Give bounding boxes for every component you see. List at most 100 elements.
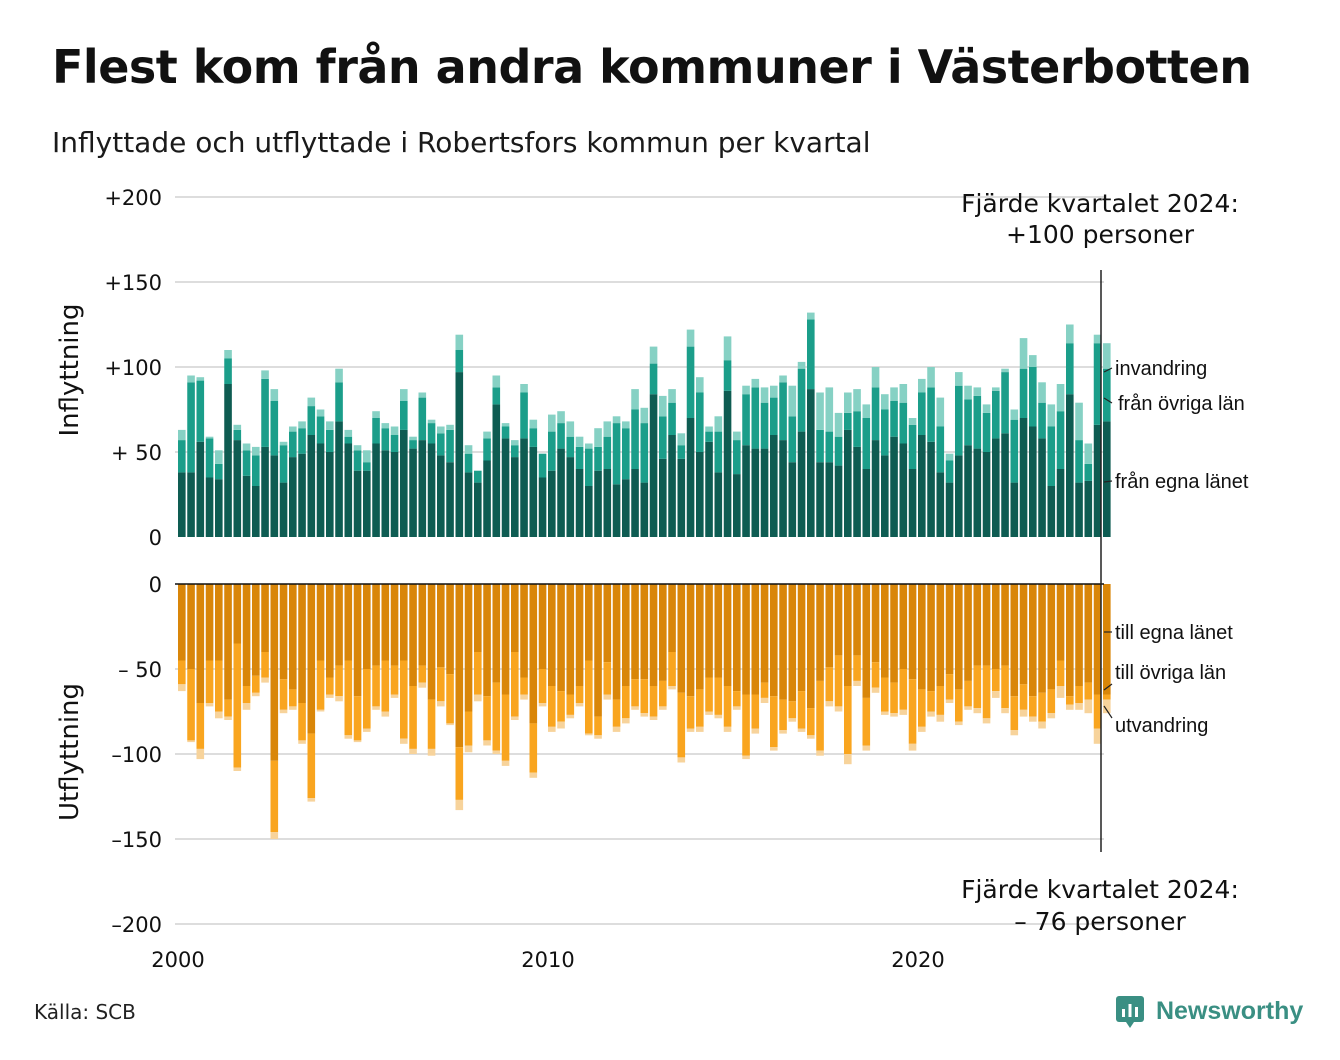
bar-outflow-emigration: [918, 726, 926, 732]
bar-outflow-other-counties: [659, 680, 667, 707]
bar-inflow-own-county: [511, 457, 519, 537]
bar-inflow-own-county: [686, 418, 695, 537]
bar-outflow-emigration: [187, 740, 195, 743]
bar-inflow-other-counties: [1056, 411, 1065, 469]
bar-outflow-own-county: [945, 584, 954, 675]
bar-outflow-emigration: [594, 735, 602, 739]
source-note: Källa: SCB: [34, 1000, 136, 1024]
bar-outflow-own-county: [270, 584, 279, 761]
label-utvandring: utvandring: [1115, 715, 1208, 737]
bar-inflow-immigration: [372, 411, 380, 418]
bar-outflow-other-counties: [890, 682, 898, 714]
bar-inflow-immigration: [279, 441, 288, 446]
bar-outflow-other-counties: [492, 682, 501, 751]
bar-inflow-other-counties: [881, 409, 889, 456]
bar-inflow-own-county: [788, 462, 797, 537]
chart-title: Flest kom från andra kommuner i Västerbo…: [52, 40, 1252, 94]
bar-outflow-own-county: [936, 584, 945, 686]
bar-inflow-own-county: [390, 452, 399, 537]
bar-inflow-own-county: [1019, 418, 1028, 537]
bar-outflow-emigration: [307, 798, 316, 802]
bar-inflow-own-county: [298, 453, 306, 537]
bar-inflow-own-county: [279, 482, 288, 537]
bar-outflow-other-counties: [936, 686, 945, 715]
bar-inflow-immigration: [316, 409, 325, 417]
bar-inflow-immigration: [233, 424, 242, 430]
bar-outflow-other-counties: [751, 694, 760, 729]
bar-inflow-own-county: [844, 429, 852, 537]
bar-outflow-own-county: [1019, 584, 1028, 685]
bar-outflow-own-county: [483, 584, 491, 697]
bar-outflow-emigration: [400, 738, 408, 744]
bar-inflow-other-counties: [307, 406, 316, 435]
label-till-egna-lanet: till egna länet: [1115, 622, 1233, 644]
bar-inflow-own-county: [566, 457, 575, 537]
bar-outflow-own-county: [326, 584, 334, 678]
bar-outflow-own-county: [751, 584, 760, 695]
bar-outflow-other-counties: [335, 665, 343, 697]
bar-inflow-other-counties: [797, 368, 806, 432]
bar-inflow-other-counties: [733, 440, 741, 475]
bar-inflow-other-counties: [279, 445, 288, 483]
bar-outflow-emigration: [631, 706, 639, 710]
bar-outflow-own-county: [529, 584, 538, 724]
bar-inflow-own-county: [612, 484, 621, 537]
bar-inflow-immigration: [298, 421, 306, 429]
bar-inflow-other-counties: [723, 360, 732, 391]
in-ytick-label: +150: [104, 271, 162, 295]
bar-outflow-emigration: [899, 709, 908, 715]
bar-outflow-own-county: [575, 584, 584, 686]
bar-outflow-other-counties: [363, 669, 371, 729]
bar-outflow-own-county: [289, 584, 297, 690]
bar-inflow-immigration: [1075, 402, 1083, 441]
bar-inflow-own-county: [853, 446, 861, 537]
out-ytick-label: –100: [111, 743, 162, 767]
bar-outflow-own-county: [1029, 584, 1037, 697]
bar-outflow-emigration: [760, 697, 769, 703]
bar-outflow-own-county: [705, 584, 713, 678]
label-leader: [1103, 480, 1113, 483]
bar-inflow-own-county: [187, 472, 195, 537]
bar-outflow-emigration: [1010, 730, 1019, 736]
bar-inflow-other-counties: [455, 350, 464, 373]
bar-outflow-other-counties: [714, 677, 723, 715]
in-ytick-label: + 50: [111, 441, 162, 465]
bar-inflow-other-counties: [760, 402, 769, 449]
bar-outflow-own-county: [353, 584, 362, 697]
bar-inflow-own-county: [409, 448, 417, 537]
bar-outflow-other-counties: [1075, 686, 1083, 703]
bar-outflow-emigration: [945, 699, 954, 703]
bar-inflow-immigration: [742, 385, 750, 395]
bar-inflow-own-county: [881, 455, 889, 537]
bar-outflow-own-county: [714, 584, 723, 678]
bar-outflow-own-county: [1075, 584, 1083, 686]
bar-outflow-own-county: [261, 584, 269, 652]
bar-outflow-own-county: [1010, 584, 1019, 697]
bar-inflow-immigration: [603, 421, 612, 437]
bar-outflow-other-counties: [585, 660, 593, 734]
bar-inflow-own-county: [659, 458, 667, 537]
bar-inflow-own-county: [1066, 394, 1074, 537]
bar-outflow-own-county: [899, 584, 908, 669]
bar-outflow-other-counties: [908, 679, 917, 744]
newsworthy-logo[interactable]: Newsworthy: [1116, 993, 1303, 1029]
bar-inflow-other-counties: [686, 346, 695, 418]
bar-outflow-other-counties: [853, 655, 861, 681]
bar-outflow-own-county: [1001, 584, 1009, 666]
bar-inflow-immigration: [215, 450, 223, 464]
bar-outflow-other-counties: [705, 677, 713, 712]
bar-outflow-emigration: [326, 694, 334, 698]
bar-outflow-own-county: [501, 584, 510, 695]
bar-outflow-emigration: [1056, 686, 1065, 698]
bar-inflow-immigration: [955, 372, 963, 386]
bar-outflow-emigration: [344, 735, 353, 739]
bar-outflow-own-county: [640, 584, 649, 680]
bar-outflow-emigration: [585, 733, 593, 736]
bar-inflow-other-counties: [196, 380, 205, 442]
bar-outflow-other-counties: [825, 667, 834, 702]
bar-inflow-immigration: [760, 387, 769, 403]
bar-outflow-other-counties: [760, 682, 769, 698]
bar-inflow-own-county: [825, 462, 834, 537]
bar-inflow-own-county: [252, 486, 260, 537]
bar-inflow-immigration: [631, 389, 639, 410]
